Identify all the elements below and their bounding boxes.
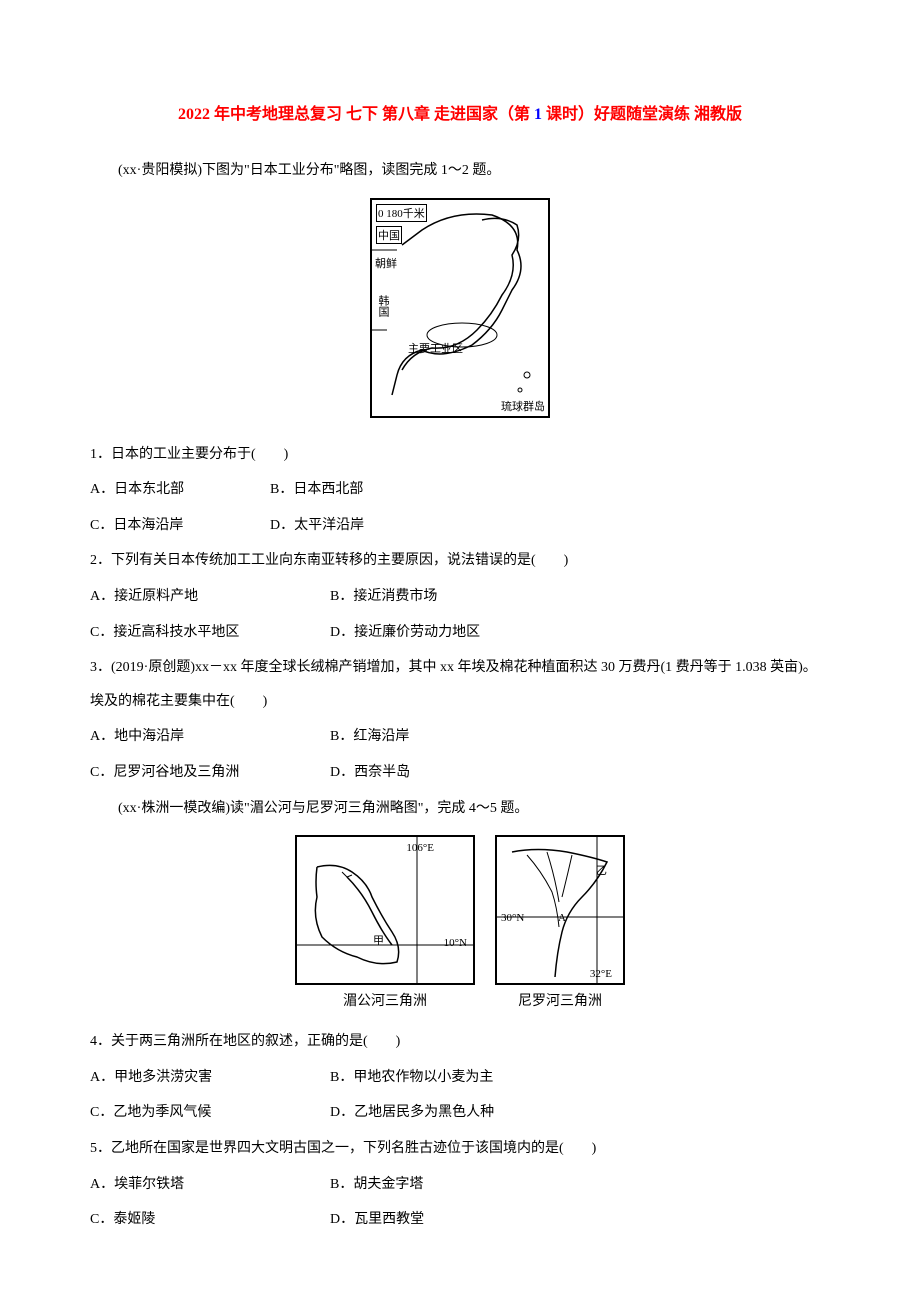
q2-option-a: A．接近原料产地 <box>90 580 330 614</box>
q4-option-a: A．甲地多洪涝灾害 <box>90 1061 330 1095</box>
q4-option-d: D．乙地居民多为黑色人种 <box>330 1096 494 1130</box>
q5-option-a: A．埃菲尔铁塔 <box>90 1168 330 1202</box>
q1-options-row1: A．日本东北部 B．日本西北部 <box>90 473 830 507</box>
figure-deltas-container: 106°E 10°N 甲 湄公河三角洲 30°N 32°E A 乙 <box>90 835 830 1010</box>
page-title: 2022 年中考地理总复习 七下 第八章 走进国家（第 1 课时）好题随堂演练 … <box>90 100 830 124</box>
q1-options-row2: C．日本海沿岸 D．太平洋沿岸 <box>90 509 830 543</box>
q3-option-a: A．地中海沿岸 <box>90 720 330 754</box>
nile-caption: 尼罗河三角洲 <box>495 990 625 1010</box>
mekong-svg <box>297 837 473 983</box>
q5-options-row1: A．埃菲尔铁塔 B．胡夫金字塔 <box>90 1168 830 1202</box>
mekong-caption: 湄公河三角洲 <box>295 990 475 1010</box>
q4-options-row2: C．乙地为季风气候 D．乙地居民多为黑色人种 <box>90 1096 830 1130</box>
q5-option-b: B．胡夫金字塔 <box>330 1168 423 1202</box>
q2-options-row1: A．接近原料产地 B．接近消费市场 <box>90 580 830 614</box>
q1-option-d: D．太平洋沿岸 <box>270 509 364 543</box>
q3-options-row1: A．地中海沿岸 B．红海沿岸 <box>90 720 830 754</box>
question-5: 5．乙地所在国家是世界四大文明古国之一，下列名胜古迹位于该国境内的是( ) <box>90 1132 830 1166</box>
mekong-map: 106°E 10°N 甲 <box>295 835 475 985</box>
title-part-1: 2022 年中考地理总复习 七下 第八章 走进国家（第 <box>178 106 534 123</box>
figure-japan-container: 0 180千米 中国 朝鲜 韩国 主要工业区 琉球群岛 <box>90 198 830 423</box>
nile-map: 30°N 32°E A 乙 <box>495 835 625 985</box>
q2-option-c: C．接近高科技水平地区 <box>90 616 330 650</box>
japan-map-svg <box>372 200 548 416</box>
title-part-2: 1 <box>534 106 542 123</box>
q3-options-row2: C．尼罗河谷地及三角洲 D．西奈半岛 <box>90 756 830 790</box>
question-1: 1．日本的工业主要分布于( ) <box>90 438 830 472</box>
q3-option-c: C．尼罗河谷地及三角洲 <box>90 756 330 790</box>
q2-option-b: B．接近消费市场 <box>330 580 437 614</box>
q5-options-row2: C．泰姬陵 D．瓦里西教堂 <box>90 1203 830 1237</box>
q5-option-c: C．泰姬陵 <box>90 1203 330 1237</box>
question-4: 4．关于两三角洲所在地区的叙述，正确的是( ) <box>90 1025 830 1059</box>
nile-delta-box: 30°N 32°E A 乙 尼罗河三角洲 <box>495 835 625 1010</box>
q1-option-b: B．日本西北部 <box>270 473 363 507</box>
title-part-3: 课时）好题随堂演练 湘教版 <box>542 106 742 123</box>
q3-option-d: D．西奈半岛 <box>330 756 410 790</box>
intro-text-2: (xx·株洲一模改编)读"湄公河与尼罗河三角洲略图"，完成 4～5 题。 <box>90 792 830 826</box>
q3-option-b: B．红海沿岸 <box>330 720 409 754</box>
question-3: 3．(2019·原创题)xx－xx 年度全球长绒棉产销增加，其中 xx 年埃及棉… <box>90 651 830 718</box>
nile-svg <box>497 837 623 983</box>
question-2: 2．下列有关日本传统加工工业向东南亚转移的主要原因，说法错误的是( ) <box>90 544 830 578</box>
intro-text-1: (xx·贵阳模拟)下图为"日本工业分布"略图，读图完成 1～2 题。 <box>90 154 830 188</box>
mekong-delta-box: 106°E 10°N 甲 湄公河三角洲 <box>295 835 475 1010</box>
q4-option-b: B．甲地农作物以小麦为主 <box>330 1061 493 1095</box>
q1-option-a: A．日本东北部 <box>90 473 270 507</box>
q4-option-c: C．乙地为季风气候 <box>90 1096 330 1130</box>
japan-map: 0 180千米 中国 朝鲜 韩国 主要工业区 琉球群岛 <box>370 198 550 418</box>
q1-option-c: C．日本海沿岸 <box>90 509 270 543</box>
q5-option-d: D．瓦里西教堂 <box>330 1203 424 1237</box>
q2-options-row2: C．接近高科技水平地区 D．接近廉价劳动力地区 <box>90 616 830 650</box>
q2-option-d: D．接近廉价劳动力地区 <box>330 616 480 650</box>
q4-options-row1: A．甲地多洪涝灾害 B．甲地农作物以小麦为主 <box>90 1061 830 1095</box>
